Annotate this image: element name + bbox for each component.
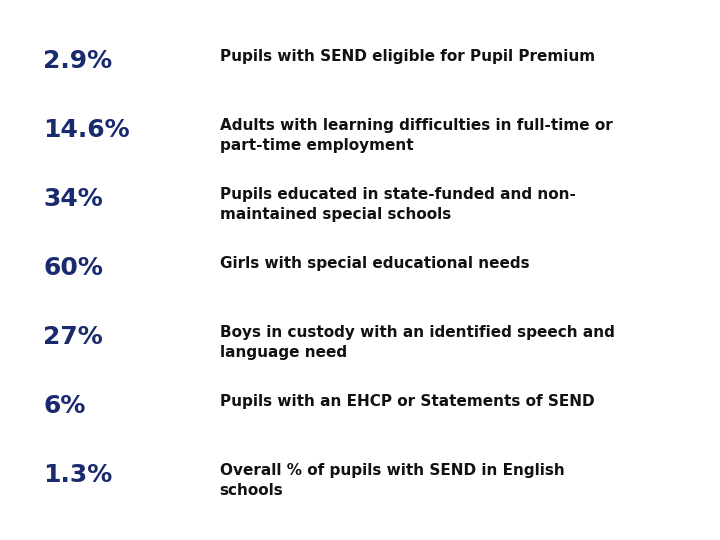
Text: 1.3%: 1.3% (43, 463, 112, 487)
Text: 27%: 27% (43, 325, 103, 349)
Text: Boys in custody with an identified speech and
language need: Boys in custody with an identified speec… (220, 325, 614, 360)
Text: 60%: 60% (43, 256, 103, 280)
Text: 34%: 34% (43, 187, 103, 211)
Text: Pupils with an EHCP or Statements of SEND: Pupils with an EHCP or Statements of SEN… (220, 394, 594, 409)
Text: Pupils with SEND eligible for Pupil Premium: Pupils with SEND eligible for Pupil Prem… (220, 49, 595, 64)
Text: 2.9%: 2.9% (43, 49, 112, 72)
Text: 6%: 6% (43, 394, 86, 418)
Text: Adults with learning difficulties in full-time or
part-time employment: Adults with learning difficulties in ful… (220, 118, 612, 152)
Text: Girls with special educational needs: Girls with special educational needs (220, 256, 529, 271)
Text: Overall % of pupils with SEND in English
schools: Overall % of pupils with SEND in English… (220, 463, 564, 498)
Text: Pupils educated in state-funded and non-
maintained special schools: Pupils educated in state-funded and non-… (220, 187, 575, 221)
Text: 14.6%: 14.6% (43, 118, 130, 141)
